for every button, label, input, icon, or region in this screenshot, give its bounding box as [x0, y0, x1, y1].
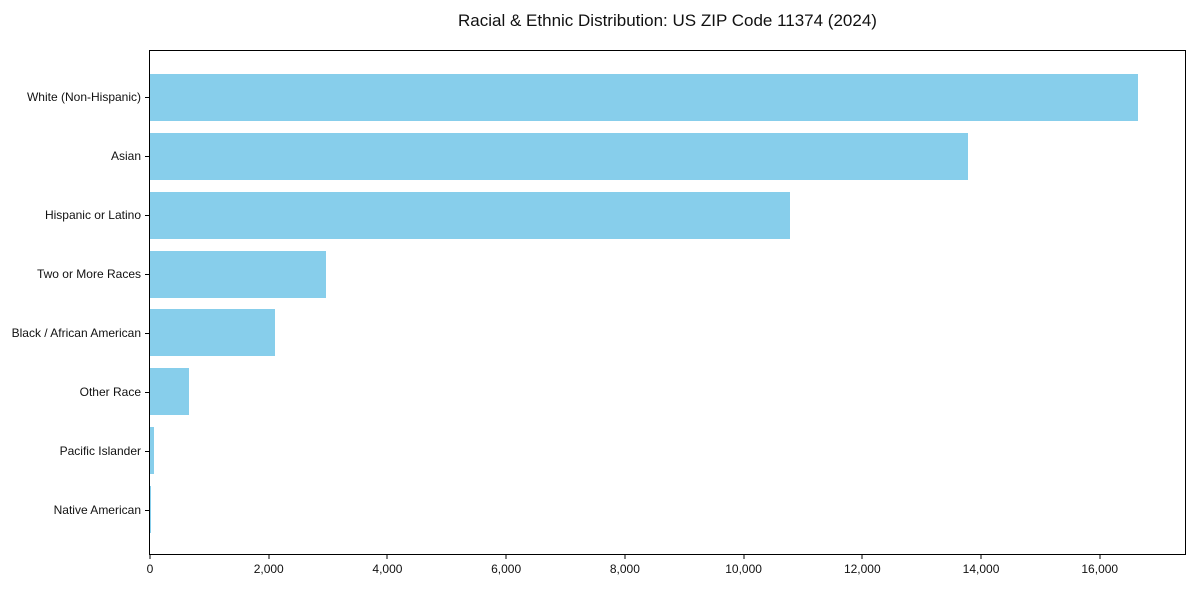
x-tick-mark: [861, 554, 863, 559]
y-tick-mark: [145, 450, 150, 452]
y-tick-mark: [145, 97, 150, 99]
y-tick-label: Other Race: [79, 384, 141, 399]
y-tick-label: Pacific Islander: [59, 443, 141, 458]
x-tick-label: 10,000: [725, 562, 762, 576]
x-tick-label: 6,000: [491, 562, 522, 576]
bar-hispanic-or-latino: [150, 191, 791, 239]
bar-pacific-islander: [150, 427, 154, 475]
bar-two-or-more-races: [150, 250, 326, 298]
bar-asian: [150, 132, 968, 180]
y-tick-mark: [145, 274, 150, 276]
x-tick-label: 16,000: [1081, 562, 1119, 576]
bar-other-race: [150, 368, 190, 416]
x-tick-label: 8,000: [609, 562, 640, 576]
x-tick-label: 2,000: [253, 562, 284, 576]
x-tick-mark: [1099, 554, 1101, 559]
bar-white-non-hispanic: [150, 73, 1138, 122]
x-tick-label: 4,000: [372, 562, 403, 576]
x-tick-mark: [505, 554, 507, 559]
y-tick-mark: [145, 332, 150, 334]
y-tick-mark: [145, 215, 150, 217]
bar-native-american: [150, 485, 151, 534]
y-tick-label: Asian: [110, 149, 141, 164]
y-tick-mark: [145, 391, 150, 393]
y-tick-label: Hispanic or Latino: [44, 208, 141, 223]
y-tick-mark: [145, 156, 150, 158]
chart-title: Racial & Ethnic Distribution: US ZIP Cod…: [458, 11, 877, 30]
y-tick-label: White (Non-Hispanic): [26, 90, 141, 105]
plot-area: White (Non-Hispanic) Asian Hispanic or Lat…: [12, 50, 1186, 576]
x-tick-label: 12,000: [843, 562, 881, 576]
x-tick-mark: [624, 554, 626, 559]
y-tick-label: Two or More Races: [36, 267, 141, 282]
x-tick-mark: [268, 554, 270, 559]
bar-black-african-american: [150, 309, 275, 357]
x-tick-mark: [386, 554, 388, 559]
y-tick-mark: [145, 509, 150, 511]
y-tick-label: Native American: [53, 502, 141, 517]
x-tick-mark: [743, 554, 745, 559]
x-tick-mark: [149, 554, 151, 559]
x-tick-label: 0: [146, 562, 154, 576]
y-tick-label: Black / African American: [11, 325, 141, 340]
x-tick-label: 14,000: [962, 562, 1000, 576]
x-tick-mark: [980, 554, 982, 559]
